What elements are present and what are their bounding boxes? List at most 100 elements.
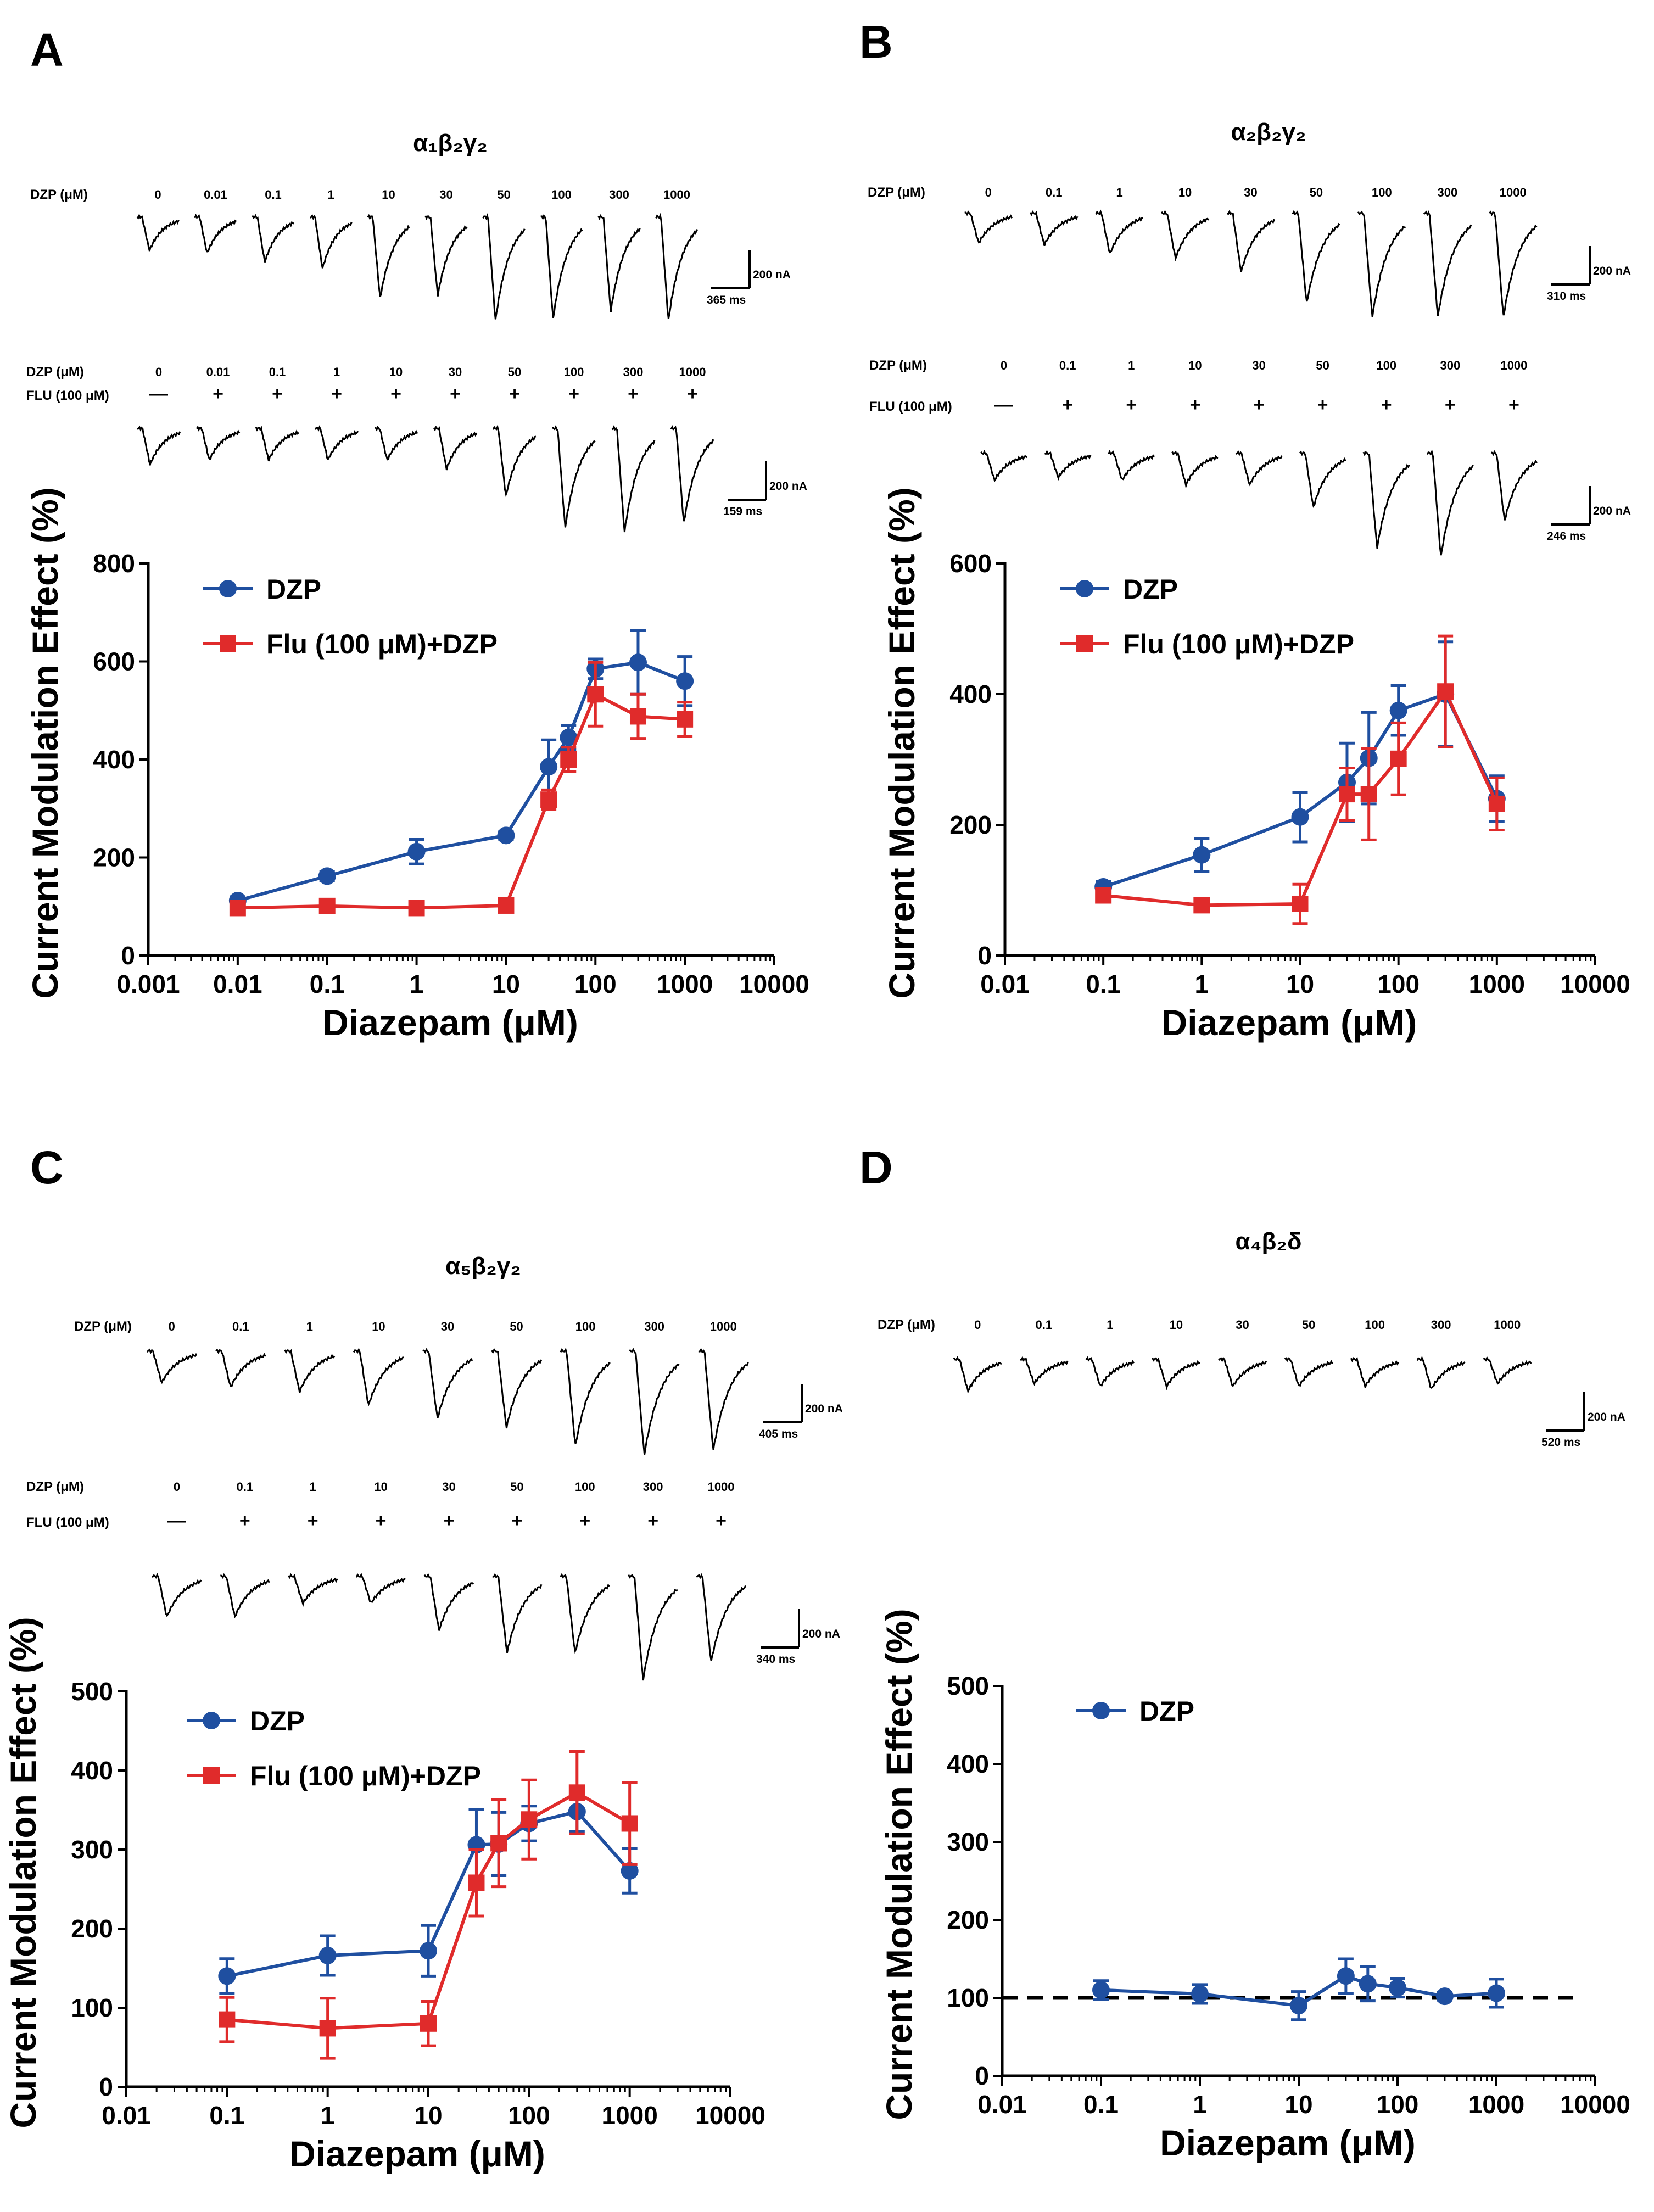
series-dzp: DZP (1060, 574, 1506, 896)
flu-mark: + (272, 383, 283, 404)
current-trace (1357, 210, 1406, 317)
dzp-row-label: DZP (μM) (868, 185, 925, 200)
concentration-label: 10 (1188, 359, 1202, 372)
current-trace (629, 1348, 680, 1455)
y-tick-label: 600 (93, 647, 135, 676)
current-trace (194, 213, 237, 253)
current-trace (284, 1349, 336, 1393)
series-line (1103, 688, 1499, 907)
series-flu-dzp: Flu (100 μM)+DZP (1060, 629, 1505, 925)
x-tick-label: 0.01 (980, 970, 1030, 998)
current-trace (136, 213, 180, 252)
scale-current-label: 200 nA (802, 1628, 840, 1640)
panel-letter: B (859, 16, 893, 68)
trace-row-2: DZP (μM) FLU (100 μM) 0 — 0.01 +0.1 +1 +10 +30 +5… (26, 365, 807, 533)
current-trace (1292, 210, 1340, 302)
flu-mark: + (568, 383, 579, 404)
data-point (560, 751, 577, 768)
x-tick-label: 10000 (739, 970, 809, 998)
receptor-title: α₅β₂γ₂ (445, 1253, 521, 1280)
concentration-label: 50 (510, 1480, 523, 1494)
y-axis-title: Current Modulation Effect (%) (881, 487, 922, 998)
concentration-label: 100 (1365, 1318, 1385, 1332)
concentration-label: 300 (1437, 186, 1457, 199)
concentration-label: 10 (389, 365, 403, 379)
concentration-label: 0 (1001, 359, 1007, 372)
y-axis-title: Current Modulation Effect (%) (879, 1608, 919, 2120)
data-point (318, 897, 336, 914)
flu-mark: + (376, 1510, 387, 1531)
data-point (1435, 1987, 1454, 2006)
scale-current-label: 200 nA (1588, 1411, 1625, 1423)
concentration-label: 300 (644, 1320, 664, 1333)
y-tick-label: 200 (93, 844, 135, 872)
flu-mark: + (1254, 394, 1265, 415)
current-trace (1489, 210, 1538, 316)
series-flu-dzp: Flu (100 μM)+DZP (187, 1750, 638, 2060)
x-tick-label: 1 (321, 2101, 335, 2130)
x-tick-label: 1000 (601, 2101, 657, 2130)
data-point (1291, 808, 1309, 826)
flu-row-label: FLU (100 μM) (869, 399, 952, 414)
scale-time-label: 310 ms (1547, 290, 1586, 303)
concentration-label: 100 (575, 1480, 595, 1494)
x-tick-label: 0.1 (310, 970, 345, 998)
y-tick-label: 100 (71, 1993, 113, 2022)
y-tick-label: 300 (947, 1828, 989, 1856)
trace-row-1: DZP (μM) 0 0.1 1 10 30 50 100 300 1000 200 nA 520 m… (878, 1317, 1625, 1449)
concentration-label: 300 (609, 188, 629, 202)
x-tick-label: 10000 (1560, 2090, 1630, 2119)
concentration-label: 1000 (1494, 1318, 1521, 1332)
x-tick-label: 0.01 (213, 970, 262, 998)
y-tick-label: 400 (949, 680, 992, 708)
trace-row-1: DZP (μM) 0 0.1 1 10 30 50 100 300 1000 200 nA 405 m… (74, 1319, 843, 1455)
flu-mark: + (1445, 394, 1456, 415)
data-point (521, 1811, 538, 1828)
current-trace (1350, 1356, 1400, 1388)
current-trace (255, 426, 299, 462)
concentration-label: 1000 (1500, 359, 1527, 372)
legend-marker (1076, 580, 1093, 597)
series-line (237, 692, 685, 910)
x-tick-label: 10 (492, 970, 520, 998)
flu-mark: + (331, 383, 342, 404)
x-axis-title: Diazepam (μM) (289, 2133, 545, 2174)
data-point (318, 1946, 337, 1964)
dzp-row-label: DZP (μM) (26, 1479, 84, 1494)
current-trace (1362, 451, 1410, 549)
data-point (568, 1784, 585, 1801)
flu-row-label: FLU (100 μM) (26, 388, 109, 403)
series-line (1103, 692, 1499, 889)
current-trace (698, 1348, 749, 1450)
concentration-label: 300 (1440, 359, 1460, 372)
current-trace (375, 425, 418, 461)
data-point (1390, 750, 1407, 767)
current-trace (1152, 1357, 1200, 1390)
concentration-label: 0.1 (1036, 1318, 1053, 1332)
current-trace (1108, 450, 1155, 481)
scale-current-label: 200 nA (1593, 265, 1631, 277)
current-trace (1416, 1355, 1466, 1389)
scale-time-label: 405 ms (759, 1428, 798, 1440)
flu-mark: + (1189, 394, 1200, 415)
receptor-title: α₁β₂γ₂ (413, 130, 488, 157)
legend-marker (203, 1712, 220, 1729)
scale-time-label: 365 ms (707, 294, 746, 306)
flu-mark: + (509, 383, 520, 404)
flu-mark: + (687, 383, 698, 404)
current-trace (433, 425, 478, 471)
concentration-label: 0.1 (1059, 359, 1076, 372)
x-tick-label: 0.1 (209, 2101, 244, 2130)
current-trace (1483, 1356, 1532, 1385)
current-trace (137, 425, 181, 467)
concentration-label: 30 (1252, 359, 1265, 372)
y-tick-label: 200 (947, 1906, 989, 1934)
flu-mark: + (579, 1510, 590, 1531)
data-point (629, 708, 646, 725)
x-axis-title: Diazepam (μM) (1161, 1002, 1417, 1043)
data-point (319, 2020, 336, 2037)
flu-mark: + (239, 1510, 250, 1531)
current-trace (1426, 449, 1474, 556)
